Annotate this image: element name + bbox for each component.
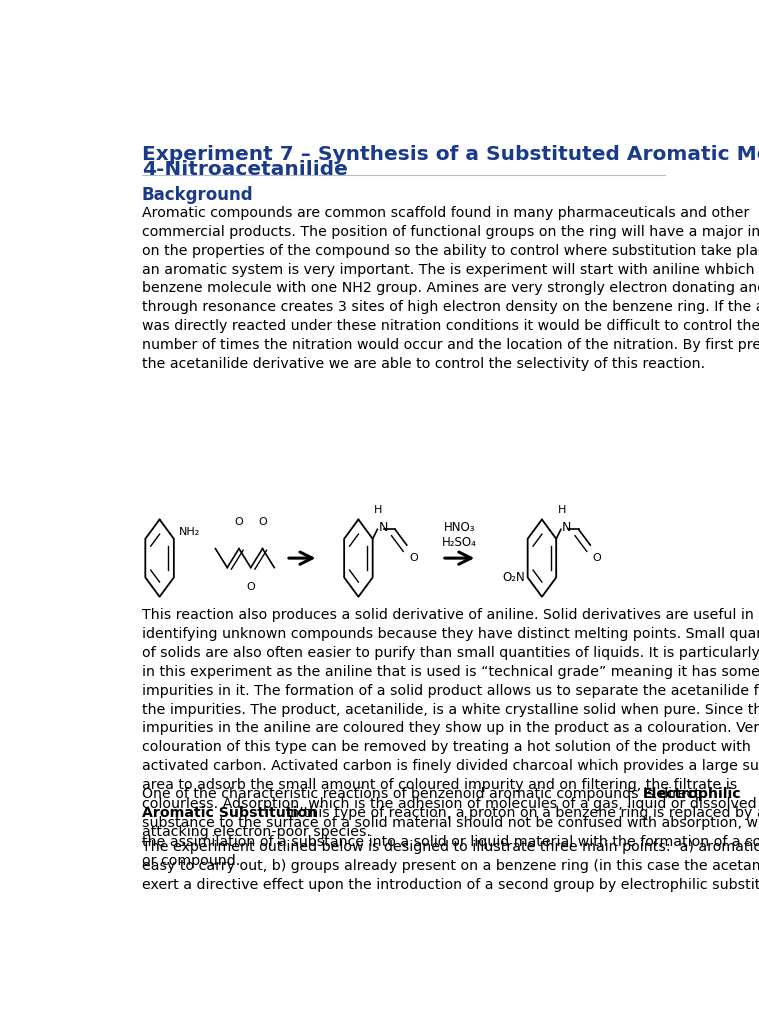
Text: O: O bbox=[593, 553, 601, 563]
Text: This reaction also produces a solid derivative of aniline. Solid derivatives are: This reaction also produces a solid deri… bbox=[142, 608, 754, 622]
Text: exert a directive effect upon the introduction of a second group by electrophili: exert a directive effect upon the introd… bbox=[142, 879, 759, 892]
Text: an aromatic system is very important. The is experiment will start with aniline : an aromatic system is very important. Th… bbox=[142, 262, 759, 276]
Text: H: H bbox=[558, 505, 566, 515]
Text: N: N bbox=[562, 521, 572, 535]
Text: 4-Nitroacetanilide: 4-Nitroacetanilide bbox=[142, 160, 348, 179]
Text: area to adsorb the small amount of coloured impurity and on filtering, the filtr: area to adsorb the small amount of colou… bbox=[142, 778, 737, 793]
Text: on the properties of the compound so the ability to control where substitution t: on the properties of the compound so the… bbox=[142, 244, 759, 258]
Text: was directly reacted under these nitration conditions it would be difficult to c: was directly reacted under these nitrati… bbox=[142, 319, 759, 334]
Text: easy to carry out, b) groups already present on a benzene ring (in this case the: easy to carry out, b) groups already pre… bbox=[142, 859, 759, 873]
Text: benzene molecule with one NH2 group. Amines are very strongly electron donating : benzene molecule with one NH2 group. Ami… bbox=[142, 282, 759, 296]
Text: or compound.: or compound. bbox=[142, 854, 240, 868]
Text: the acetanilide derivative we are able to control the selectivity of this reacti: the acetanilide derivative we are able t… bbox=[142, 357, 705, 372]
Text: Aromatic compounds are common scaffold found in many pharmaceuticals and other: Aromatic compounds are common scaffold f… bbox=[142, 206, 749, 220]
Text: colouration of this type can be removed by treating a hot solution of the produc: colouration of this type can be removed … bbox=[142, 740, 751, 755]
Text: in this experiment as the aniline that is used is “technical grade” meaning it h: in this experiment as the aniline that i… bbox=[142, 665, 759, 679]
Text: O: O bbox=[247, 582, 255, 592]
Text: One of the characteristic reactions of benzenoid aromatic compounds is direct: One of the characteristic reactions of b… bbox=[142, 786, 704, 801]
Text: Aromatic Substitution: Aromatic Substitution bbox=[142, 806, 317, 820]
Text: colourless. Adsorption, which is the adhesion of molecules of a gas, liquid or d: colourless. Adsorption, which is the adh… bbox=[142, 798, 757, 811]
Text: Experiment 7 – Synthesis of a Substituted Aromatic Molecule:: Experiment 7 – Synthesis of a Substitute… bbox=[142, 145, 759, 164]
Text: Background: Background bbox=[142, 186, 254, 204]
Text: O: O bbox=[235, 516, 244, 526]
Text: NH₂: NH₂ bbox=[179, 527, 200, 538]
Text: Electrophilic: Electrophilic bbox=[643, 786, 742, 801]
Text: N: N bbox=[379, 521, 388, 535]
Text: activated carbon. Activated carbon is finely divided charcoal which provides a l: activated carbon. Activated carbon is fi… bbox=[142, 760, 759, 773]
Text: the assimilation of a substance into a solid or liquid material with the formati: the assimilation of a substance into a s… bbox=[142, 836, 759, 849]
Text: commercial products. The position of functional groups on the ring will have a m: commercial products. The position of fun… bbox=[142, 224, 759, 239]
Text: HNO₃: HNO₃ bbox=[444, 521, 475, 535]
Text: impurities in it. The formation of a solid product allows us to separate the ace: impurities in it. The formation of a sol… bbox=[142, 684, 759, 697]
Text: O₂N: O₂N bbox=[502, 571, 524, 584]
Text: The experiment outlined below is designed to illustrate three main points:  a) a: The experiment outlined below is designe… bbox=[142, 841, 759, 854]
Text: attacking electron-poor species.: attacking electron-poor species. bbox=[142, 824, 371, 839]
Text: O: O bbox=[409, 553, 418, 563]
Text: . In this type of reaction, a proton on a benzene ring is replaced by an: . In this type of reaction, a proton on … bbox=[277, 806, 759, 820]
Text: identifying unknown compounds because they have distinct melting points. Small q: identifying unknown compounds because th… bbox=[142, 627, 759, 641]
Text: H₂SO₄: H₂SO₄ bbox=[442, 536, 477, 549]
Text: the impurities. The product, acetanilide, is a white crystalline solid when pure: the impurities. The product, acetanilide… bbox=[142, 702, 759, 717]
Text: substance to the surface of a solid material should not be confused with absorpt: substance to the surface of a solid mate… bbox=[142, 816, 759, 830]
Text: through resonance creates 3 sites of high electron density on the benzene ring. : through resonance creates 3 sites of hig… bbox=[142, 300, 759, 314]
Text: H: H bbox=[374, 505, 383, 515]
Text: number of times the nitration would occur and the location of the nitration. By : number of times the nitration would occu… bbox=[142, 338, 759, 352]
Text: impurities in the aniline are coloured they show up in the product as a colourat: impurities in the aniline are coloured t… bbox=[142, 722, 759, 735]
Text: of solids are also often easier to purify than small quantities of liquids. It i: of solids are also often easier to purif… bbox=[142, 646, 759, 659]
Text: O: O bbox=[258, 516, 267, 526]
